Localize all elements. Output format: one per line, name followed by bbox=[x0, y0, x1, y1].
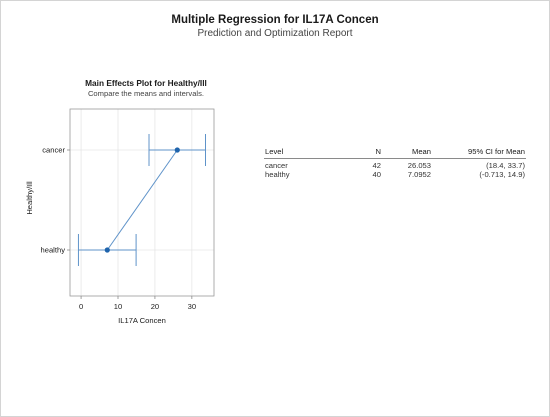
report-subtitle: Prediction and Optimization Report bbox=[197, 28, 353, 39]
mean-point-cancer bbox=[174, 147, 180, 153]
y-tick-label: healthy bbox=[41, 246, 66, 255]
y-tick-label: cancer bbox=[42, 146, 65, 155]
x-axis-label: IL17A Concen bbox=[118, 316, 166, 325]
col-ci: 95% CI for Mean bbox=[432, 147, 526, 159]
col-mean: Mean bbox=[382, 147, 432, 159]
plot-title: Main Effects Plot for Healthy/Ill bbox=[85, 78, 207, 88]
x-tick-label: 0 bbox=[79, 302, 83, 311]
report-title: Multiple Regression for IL17A Concen bbox=[171, 14, 379, 26]
y-axis-label: Healthy/Ill bbox=[25, 181, 34, 215]
cell-ci: (-0.713, 14.9) bbox=[479, 170, 525, 179]
plot-subtitle: Compare the means and intervals. bbox=[87, 89, 205, 98]
cell-mean: 26.053 bbox=[407, 161, 431, 170]
x-axis-ticks: 0 10 20 30 bbox=[79, 296, 196, 311]
y-axis-ticks: healthy cancer bbox=[41, 146, 70, 255]
chart-gridlines bbox=[70, 109, 214, 296]
col-n: N bbox=[360, 147, 382, 159]
means-connecting-line bbox=[106, 149, 178, 251]
cell-n: 42 bbox=[372, 161, 381, 170]
cell-level: healthy bbox=[265, 170, 290, 179]
table-header-row: Level N Mean 95% CI for Mean bbox=[264, 147, 526, 159]
cell-n: 40 bbox=[372, 170, 381, 179]
plot-frame bbox=[69, 108, 215, 297]
cell-level: cancer bbox=[265, 161, 288, 170]
x-tick-label: 20 bbox=[151, 302, 159, 311]
table-row: cancer 42 26.053 (18.4, 33.7) bbox=[264, 159, 526, 171]
means-table: Level N Mean 95% CI for Mean cancer 42 2… bbox=[264, 147, 526, 179]
x-tick-label: 10 bbox=[114, 302, 122, 311]
chart-data-layer bbox=[77, 134, 207, 266]
col-level: Level bbox=[264, 147, 360, 159]
mean-point-healthy bbox=[104, 247, 110, 253]
x-tick-label: 30 bbox=[188, 302, 196, 311]
table-row: healthy 40 7.0952 (-0.713, 14.9) bbox=[264, 170, 526, 179]
cell-mean: 7.0952 bbox=[407, 170, 431, 179]
cell-ci: (18.4, 33.7) bbox=[486, 161, 525, 170]
